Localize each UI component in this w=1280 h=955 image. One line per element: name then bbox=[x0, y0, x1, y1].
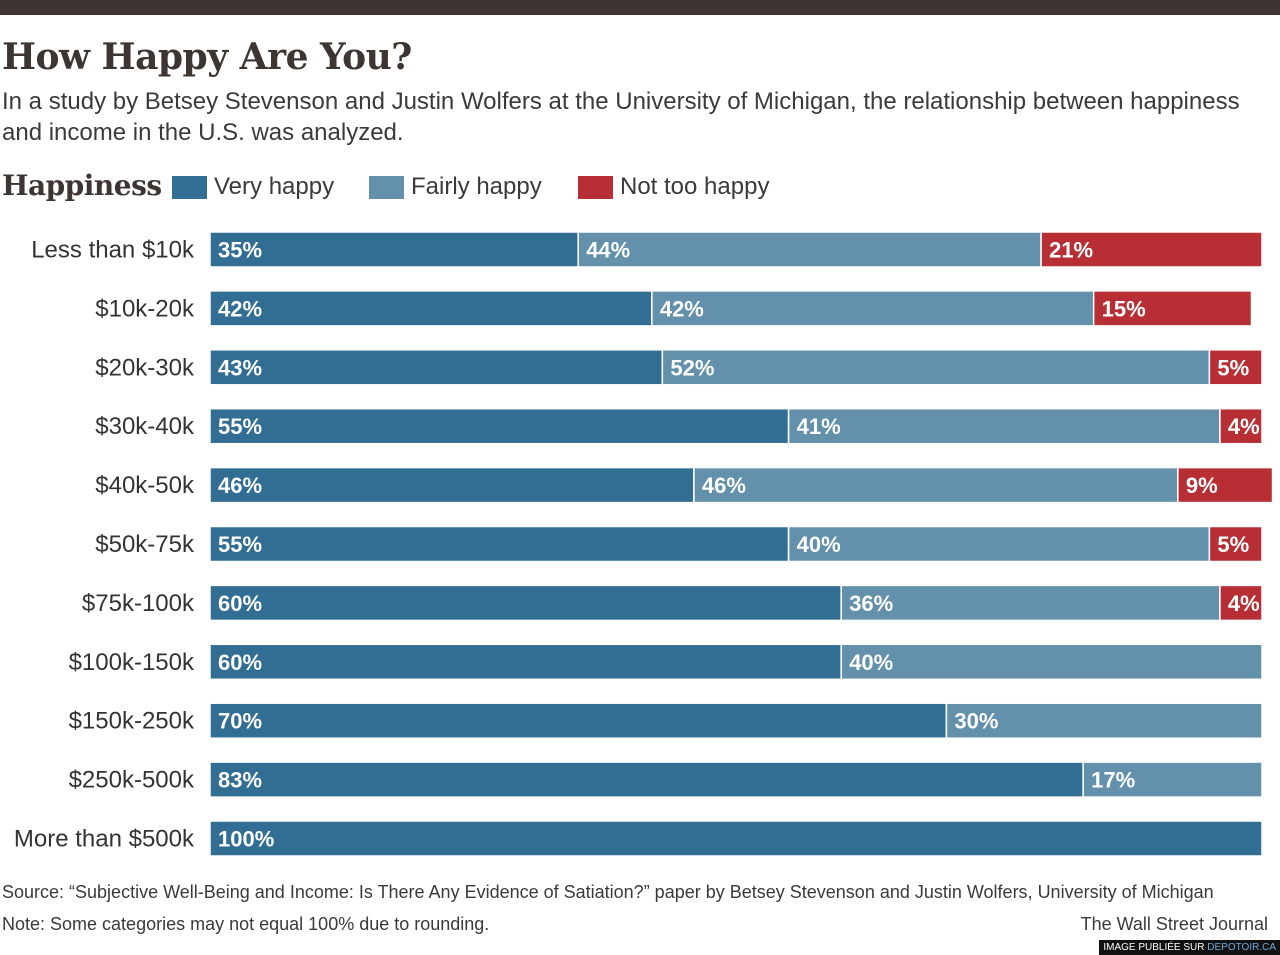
data-label: 52% bbox=[670, 355, 714, 380]
data-label: 30% bbox=[954, 709, 998, 734]
bar-not-too-happy bbox=[1040, 231, 1263, 268]
bar-very-happy bbox=[209, 643, 842, 681]
data-label: 40% bbox=[797, 532, 841, 557]
data-label: 41% bbox=[797, 414, 841, 439]
bar-fairly-happy bbox=[661, 349, 1211, 386]
category-label: $30k-40k bbox=[95, 413, 195, 440]
bar-not-too-happy bbox=[1219, 584, 1263, 622]
category-label: More than $500k bbox=[14, 826, 195, 853]
bar-not-too-happy bbox=[1208, 525, 1263, 563]
data-label: 43% bbox=[218, 355, 262, 380]
bar-fairly-happy bbox=[840, 584, 1221, 622]
data-label: 60% bbox=[218, 650, 262, 675]
bar-very-happy bbox=[209, 761, 1084, 798]
watermark-site: DEPOTOIR.CA bbox=[1207, 942, 1276, 953]
legend-swatch-very-happy bbox=[172, 175, 207, 199]
bar-fairly-happy bbox=[945, 702, 1263, 739]
publisher-credit: The Wall Street Journal bbox=[1080, 914, 1268, 934]
data-label: 55% bbox=[218, 532, 262, 557]
data-label: 83% bbox=[218, 768, 262, 793]
bar-fairly-happy bbox=[787, 525, 1211, 563]
watermark-prefix: IMAGE PUBLIÉE SUR bbox=[1103, 942, 1208, 953]
legend-swatch-not-too-happy bbox=[578, 175, 613, 199]
watermark: IMAGE PUBLIÉE SUR DEPOTOIR.CA bbox=[1099, 940, 1280, 955]
data-label: 40% bbox=[849, 650, 893, 675]
data-label: 44% bbox=[586, 238, 630, 263]
category-label: $100k-150k bbox=[69, 649, 195, 676]
data-label: 5% bbox=[1217, 532, 1249, 557]
category-label: $150k-250k bbox=[69, 708, 195, 735]
chart-title: How Happy Are You? bbox=[2, 36, 412, 78]
category-label: $250k-500k bbox=[69, 767, 195, 794]
chart-subtitle: In a study by Betsey Stevenson and Justi… bbox=[2, 88, 1240, 146]
legend-label-very-happy: Very happy bbox=[214, 173, 335, 200]
legend-item-very-happy: Very happy bbox=[172, 171, 334, 203]
bar-fairly-happy bbox=[693, 466, 1179, 504]
category-label: $20k-30k bbox=[95, 354, 195, 381]
data-label: 21% bbox=[1049, 238, 1093, 263]
data-label: 42% bbox=[660, 296, 704, 321]
top-rule bbox=[0, 0, 1280, 15]
bar-very-happy bbox=[209, 702, 948, 739]
bar-very-happy bbox=[209, 231, 579, 268]
legend: Happiness Very happy Fairly happy Not to… bbox=[0, 166, 1280, 210]
data-label: 100% bbox=[218, 827, 274, 852]
data-label: 70% bbox=[218, 709, 262, 734]
category-label: $10k-20k bbox=[95, 295, 195, 322]
data-label: 46% bbox=[702, 473, 746, 498]
data-label: 17% bbox=[1091, 768, 1135, 793]
bar-very-happy bbox=[209, 290, 653, 327]
legend-swatch-fairly-happy bbox=[369, 175, 404, 199]
data-label: 4% bbox=[1228, 414, 1260, 439]
data-label: 36% bbox=[849, 591, 893, 616]
bar-very-happy bbox=[209, 407, 790, 445]
bar-fairly-happy bbox=[840, 643, 1263, 681]
category-label: $50k-75k bbox=[95, 531, 195, 558]
bar-not-too-happy bbox=[1219, 407, 1263, 445]
legend-label-fairly-happy: Fairly happy bbox=[411, 173, 542, 200]
data-label: 5% bbox=[1217, 355, 1249, 380]
bar-fairly-happy bbox=[651, 290, 1095, 327]
category-label: Less than $10k bbox=[31, 237, 195, 264]
legend-item-fairly-happy: Fairly happy bbox=[369, 171, 542, 203]
data-label: 42% bbox=[218, 296, 262, 321]
data-label: 15% bbox=[1102, 296, 1146, 321]
bar-very-happy bbox=[209, 525, 790, 563]
bar-very-happy bbox=[209, 349, 664, 386]
data-label: 46% bbox=[218, 473, 262, 498]
bar-fairly-happy bbox=[787, 407, 1221, 445]
rounding-note: Note: Some categories may not equal 100%… bbox=[2, 914, 490, 934]
source-note: Source: “Subjective Well-Being and Incom… bbox=[2, 882, 1214, 902]
bar-not-too-happy bbox=[1177, 466, 1274, 504]
category-label: $75k-100k bbox=[82, 590, 195, 617]
bar-fairly-happy bbox=[577, 231, 1042, 268]
bar-very-happy bbox=[209, 466, 695, 504]
bar-not-too-happy bbox=[1092, 290, 1253, 327]
legend-label-not-too-happy: Not too happy bbox=[620, 173, 770, 200]
bar-very-happy bbox=[209, 820, 1263, 857]
category-label: $40k-50k bbox=[95, 472, 195, 499]
bar-very-happy bbox=[209, 584, 842, 622]
data-label: 60% bbox=[218, 591, 262, 616]
data-label: 35% bbox=[218, 238, 262, 263]
bar-not-too-happy bbox=[1208, 349, 1263, 386]
legend-item-not-too-happy: Not too happy bbox=[578, 171, 769, 203]
data-label: 4% bbox=[1228, 591, 1260, 616]
data-label: 9% bbox=[1186, 473, 1218, 498]
legend-title: Happiness bbox=[2, 169, 162, 202]
data-label: 55% bbox=[218, 414, 262, 439]
bar-fairly-happy bbox=[1082, 761, 1263, 798]
